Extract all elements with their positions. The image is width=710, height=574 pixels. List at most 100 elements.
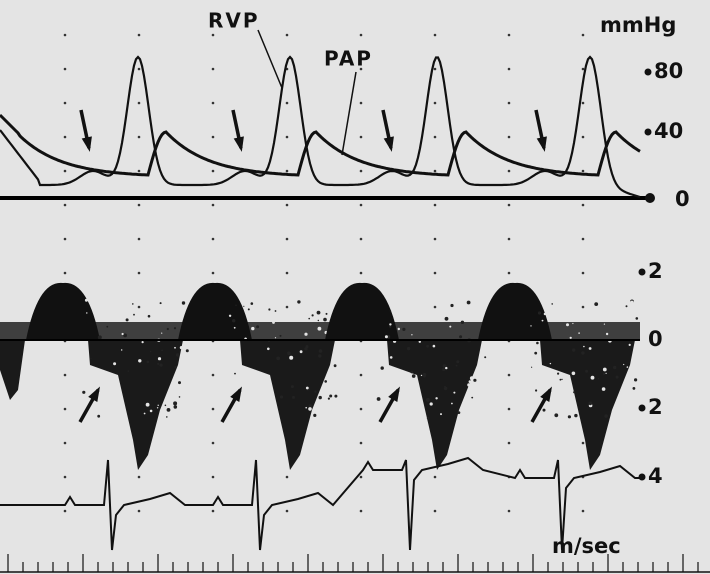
speckle <box>571 371 576 376</box>
speckle <box>574 413 578 418</box>
grid-dot <box>359 101 363 105</box>
grid-dot <box>359 509 363 513</box>
pressure-unit: mmHg <box>600 13 676 37</box>
speckle <box>317 326 322 331</box>
speckle <box>143 412 146 415</box>
speckle <box>316 310 321 315</box>
arrow-head <box>81 136 92 152</box>
grid-dot <box>137 169 141 173</box>
grid-dot <box>63 373 67 377</box>
grid-dot <box>63 509 67 513</box>
speckle <box>97 335 102 340</box>
speckle <box>566 323 569 327</box>
grid-dot <box>285 509 289 513</box>
velocity-unit: m/sec <box>552 534 621 558</box>
speckle <box>279 334 282 337</box>
speckle <box>532 378 537 383</box>
forward-flow <box>178 282 252 340</box>
speckle <box>406 379 409 383</box>
grid-dot <box>507 509 511 513</box>
speckle <box>159 363 163 367</box>
speckle <box>450 303 454 308</box>
velocity-tick: 0 <box>648 327 663 351</box>
speckle <box>422 372 427 377</box>
speckle <box>442 364 447 369</box>
speckle <box>484 356 487 359</box>
grid-dot <box>507 441 511 445</box>
speckle <box>455 364 458 367</box>
arrow-head <box>88 386 100 402</box>
speckle <box>161 332 163 334</box>
velocity-tick: 2 <box>648 259 663 283</box>
grid-dot <box>211 203 215 207</box>
speckle <box>603 323 606 325</box>
speckle <box>233 326 236 329</box>
speckle <box>383 375 386 378</box>
grid-dot <box>359 237 363 241</box>
speckle <box>459 335 463 339</box>
speckle <box>628 343 631 346</box>
speckle <box>308 404 313 408</box>
speckle <box>85 348 88 350</box>
speckle <box>250 302 254 305</box>
grid-dot <box>211 101 215 105</box>
speckle <box>268 308 271 311</box>
speckle <box>161 349 164 352</box>
speckle <box>392 305 396 308</box>
reverse-flow <box>540 340 635 470</box>
grid-dot <box>285 237 289 241</box>
grid-dot <box>285 33 289 37</box>
rvp-trace <box>0 55 641 199</box>
speckle <box>272 321 275 324</box>
speckle <box>145 402 150 407</box>
speckle <box>467 383 471 387</box>
speckle <box>384 335 388 339</box>
speckle <box>444 385 446 388</box>
speckle <box>588 347 592 350</box>
speckle <box>551 303 553 305</box>
speckle <box>308 407 312 411</box>
grid-dot <box>137 101 141 105</box>
speckle <box>469 376 474 381</box>
speckle <box>305 406 308 409</box>
speckle <box>453 391 456 394</box>
speckle <box>157 357 162 361</box>
speckle <box>178 381 181 385</box>
speckle <box>173 405 178 409</box>
grid-dot <box>359 271 363 275</box>
speckle <box>389 323 392 326</box>
speckle <box>313 413 317 417</box>
grid-dot <box>433 135 437 139</box>
speckle <box>539 348 541 351</box>
reverse-flow <box>240 340 335 470</box>
grid-dot <box>137 203 141 207</box>
grid-dot <box>359 67 363 71</box>
pressure-tick: 40 <box>654 119 683 143</box>
speckle <box>166 327 169 331</box>
speckle <box>90 380 95 385</box>
grid-dot <box>581 305 585 309</box>
speckle <box>329 394 333 398</box>
speckle <box>572 322 574 325</box>
speckle <box>318 354 322 358</box>
speckle <box>164 404 167 407</box>
speckle <box>380 366 384 370</box>
speckle <box>471 396 474 399</box>
pressure-tick: 0 <box>675 187 690 211</box>
speckle <box>429 402 433 406</box>
grid-dot <box>63 475 67 479</box>
speckle <box>90 358 92 360</box>
grid-dot <box>137 475 141 479</box>
grid-dot <box>211 33 215 37</box>
grid-dot <box>285 475 289 479</box>
speckle <box>597 378 600 380</box>
arrow-head <box>536 136 547 152</box>
speckle <box>127 370 130 372</box>
grid-dot <box>433 305 437 309</box>
speckle <box>411 334 413 336</box>
grid-dot <box>137 33 141 37</box>
speckle <box>255 401 260 405</box>
speckle <box>274 337 277 339</box>
reverse-flow <box>88 340 183 470</box>
